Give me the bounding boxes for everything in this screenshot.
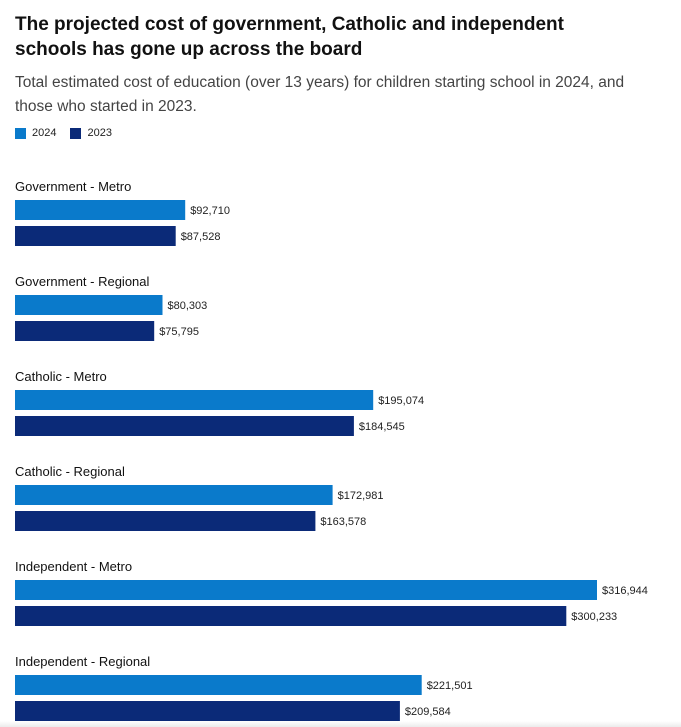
legend-swatch-2024 <box>15 127 26 139</box>
value-label-2024-catholic-regional: $172,981 <box>338 490 384 502</box>
value-label-2023-government-metro: $87,528 <box>181 231 221 243</box>
bottom-fade <box>0 721 681 727</box>
value-label-2024-government-metro: $92,710 <box>190 205 230 217</box>
value-label-2023-independent-regional: $209,584 <box>405 706 451 718</box>
category-label-independent-metro: Independent - Metro <box>15 559 132 574</box>
chart-subtitle: Total estimated cost of education (over … <box>15 74 625 115</box>
bar-2024-independent-regional <box>15 675 422 695</box>
bar-2023-government-regional <box>15 321 155 341</box>
bar-2023-catholic-regional <box>15 511 316 531</box>
bar-2023-government-metro <box>15 226 176 246</box>
legend-item-2023: 2023 <box>70 127 112 139</box>
legend-label-2023: 2023 <box>87 127 112 139</box>
value-label-2023-catholic-metro: $184,545 <box>359 421 405 433</box>
category-label-catholic-regional: Catholic - Regional <box>15 464 125 479</box>
bar-2023-independent-regional <box>15 701 400 721</box>
category-label-independent-regional: Independent - Regional <box>15 654 150 669</box>
bar-2023-catholic-metro <box>15 416 354 436</box>
legend-swatch-2023 <box>70 127 82 139</box>
value-label-2024-independent-regional: $221,501 <box>427 680 473 692</box>
category-label-government-metro: Government - Metro <box>15 179 131 194</box>
value-label-2024-catholic-metro: $195,074 <box>378 395 424 407</box>
value-label-2024-independent-metro: $316,944 <box>602 585 648 597</box>
bar-2024-independent-metro <box>15 580 597 600</box>
value-label-2024-government-regional: $80,303 <box>168 300 208 312</box>
category-label-government-regional: Government - Regional <box>15 274 150 289</box>
bar-2024-catholic-metro <box>15 390 374 410</box>
value-label-2023-government-regional: $75,795 <box>159 326 199 338</box>
category-label-catholic-metro: Catholic - Metro <box>15 369 107 384</box>
bar-2024-government-metro <box>15 200 186 220</box>
legend-label-2024: 2024 <box>32 127 57 139</box>
legend-item-2024: 2024 <box>15 127 56 139</box>
value-label-2023-catholic-regional: $163,578 <box>320 516 366 528</box>
legend: 2024 2023 <box>15 127 126 139</box>
value-label-2023-independent-metro: $300,233 <box>571 611 617 623</box>
bar-2024-government-regional <box>15 295 163 315</box>
bar-2023-independent-metro <box>15 606 567 626</box>
chart-title: The projected cost of government, Cathol… <box>15 14 564 60</box>
bar-2024-catholic-regional <box>15 485 333 505</box>
